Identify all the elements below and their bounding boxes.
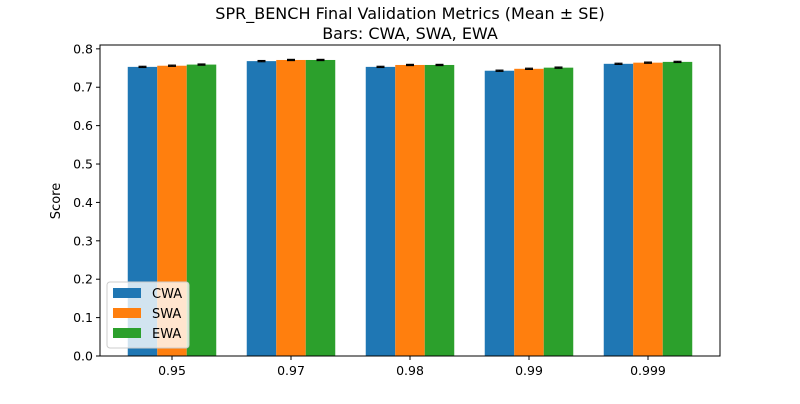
bar-ewa-0.999	[662, 61, 693, 356]
x-tick-label: 0.98	[396, 363, 424, 378]
y-tick-label: 0.8	[73, 41, 93, 56]
y-tick-label: 0.3	[73, 233, 93, 248]
legend: CWA SWA EWA	[106, 281, 190, 349]
bar-ewa-0.95	[186, 64, 217, 356]
legend-swatch-cwa	[113, 288, 141, 298]
bar-swa-0.98	[395, 64, 425, 357]
bar-ewa-0.98	[424, 64, 455, 357]
y-tick-label: 0.0	[73, 349, 93, 364]
chart-subtitle: Bars: CWA, SWA, EWA	[322, 24, 498, 43]
y-tick-label: 0.7	[73, 80, 93, 95]
y-tick-label: 0.2	[73, 272, 93, 287]
y-axis-ticks: 0.0 0.1 0.2 0.3 0.4 0.5 0.6 0.7 0.8	[73, 41, 100, 364]
y-tick-label: 0.6	[73, 118, 93, 133]
x-tick-label: 0.99	[515, 363, 543, 378]
legend-label-ewa: EWA	[152, 327, 181, 342]
bars-group	[127, 59, 693, 357]
y-tick-label: 0.1	[73, 310, 93, 325]
x-tick-label: 0.97	[277, 363, 305, 378]
bar-swa-0.97	[276, 59, 306, 357]
bar-swa-0.99	[514, 68, 544, 357]
legend-swatch-ewa	[113, 328, 141, 338]
x-tick-label: 0.999	[630, 363, 666, 378]
x-tick-label: 0.95	[158, 363, 186, 378]
legend-label-cwa: CWA	[152, 287, 182, 302]
legend-swatch-swa	[113, 308, 141, 318]
y-tick-label: 0.4	[73, 195, 93, 210]
x-axis-ticks: 0.95 0.97 0.98 0.99 0.999	[158, 356, 666, 378]
bar-cwa-0.999	[603, 63, 634, 357]
chart-title: SPR_BENCH Final Validation Metrics (Mean…	[215, 4, 604, 24]
bar-swa-0.999	[633, 62, 663, 356]
y-axis-label: Score	[49, 183, 64, 219]
error-bars-group	[138, 58, 682, 72]
bar-cwa-0.97	[246, 61, 277, 357]
legend-label-swa: SWA	[152, 307, 181, 322]
bar-cwa-0.99	[484, 70, 515, 356]
bar-ewa-0.97	[305, 59, 336, 357]
y-tick-label: 0.5	[73, 157, 93, 172]
bar-cwa-0.98	[365, 66, 396, 356]
bar-ewa-0.99	[543, 67, 574, 357]
